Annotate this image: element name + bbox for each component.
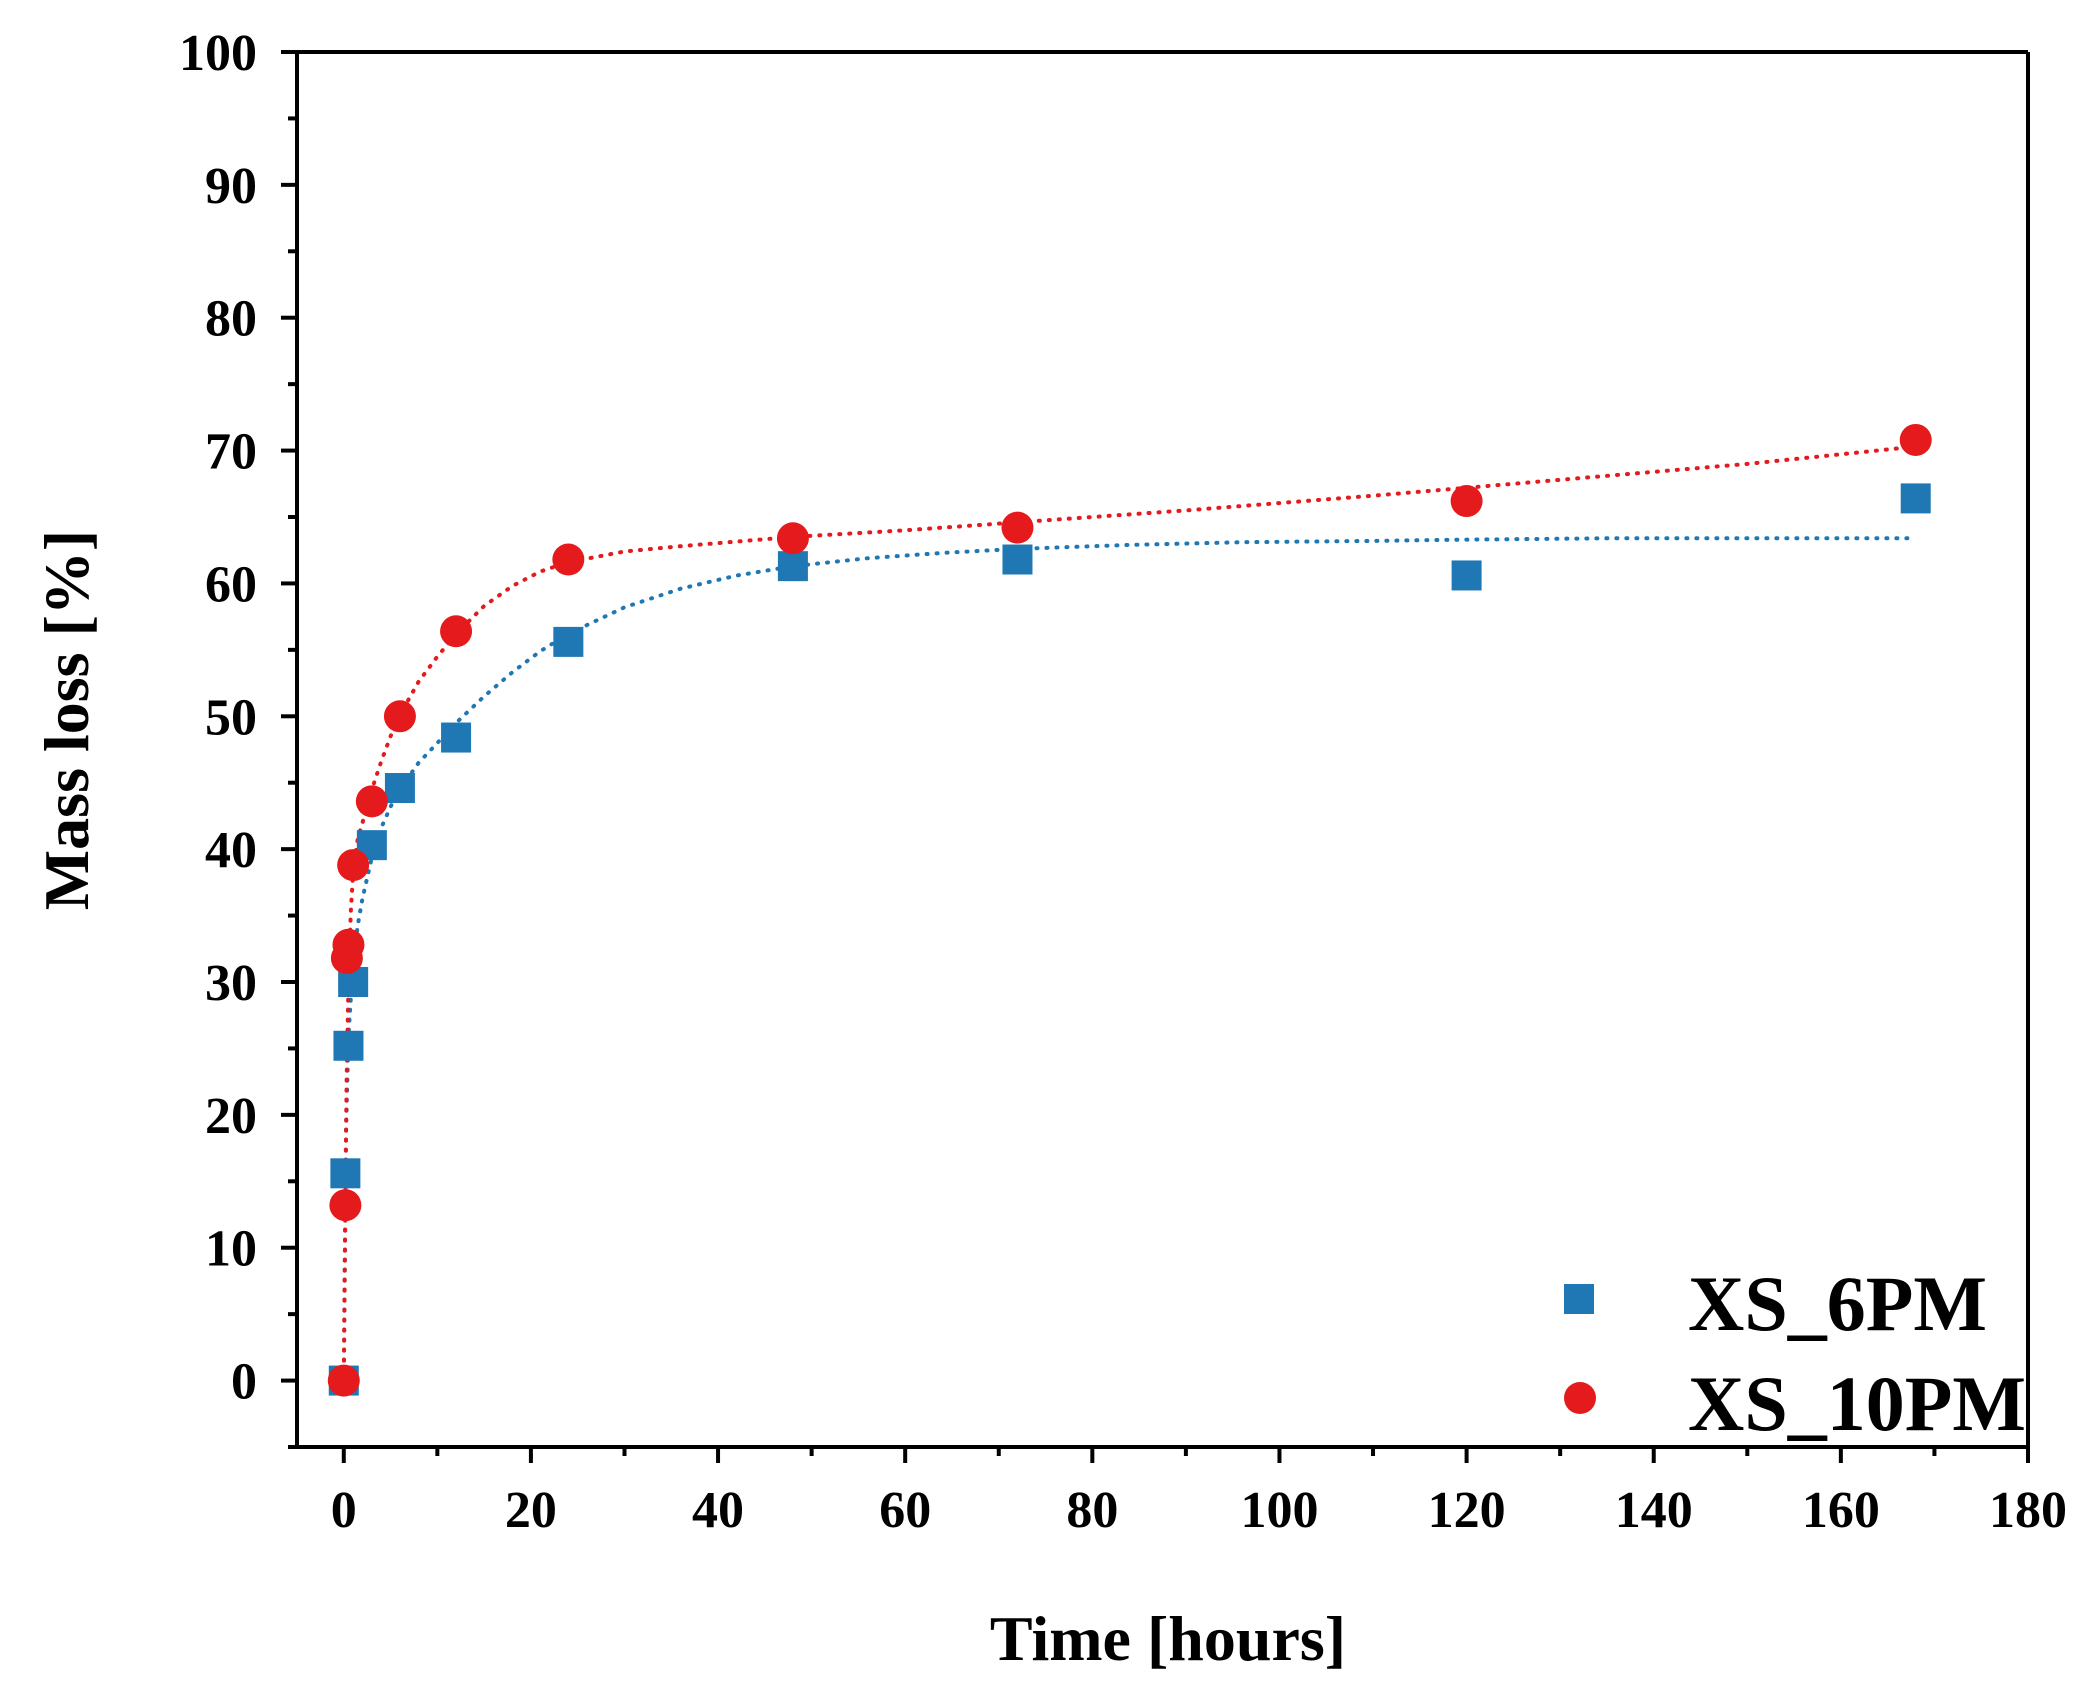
x-tick-label: 80 [1066, 1482, 1118, 1539]
y-tick-label: 20 [205, 1088, 257, 1145]
data-point-xs-6pm [1900, 483, 1931, 514]
x-tick-label: 0 [331, 1482, 357, 1539]
data-point-xs-10pm [776, 522, 809, 555]
data-point-xs-10pm [1899, 423, 1932, 456]
fit-curves [341, 444, 1918, 1383]
data-point-xs-6pm [1002, 544, 1033, 575]
y-tick-label: 30 [205, 955, 257, 1012]
x-tick-label: 120 [1428, 1482, 1506, 1539]
data-point-xs-6pm [1451, 560, 1482, 591]
legend: XS_6PM XS_10PM [1564, 1260, 2026, 1447]
y-tick-label: 0 [231, 1354, 257, 1411]
data-point-xs-6pm [777, 551, 808, 582]
data-points [327, 423, 1932, 1397]
data-point-xs-6pm [441, 722, 472, 753]
x-axis-title: Time [hours] [990, 1603, 1346, 1674]
data-point-xs-10pm [440, 615, 473, 648]
y-tick-label: 50 [205, 689, 257, 746]
data-point-xs-6pm [384, 773, 415, 804]
data-point-xs-6pm [553, 626, 584, 657]
x-tick-label: 160 [1802, 1482, 1880, 1539]
x-tick-label: 180 [1989, 1482, 2067, 1539]
legend-marker-xs-10pm [1564, 1382, 1596, 1414]
data-point-xs-6pm [330, 1158, 361, 1189]
data-point-xs-10pm [1001, 511, 1034, 544]
data-point-xs-10pm [327, 1364, 360, 1397]
data-point-xs-10pm [355, 785, 388, 818]
axes [281, 50, 2030, 1463]
legend-label-xs-10pm: XS_10PM [1688, 1360, 2026, 1447]
y-tick-label: 60 [205, 556, 257, 613]
fit-curve-xs-10pm [341, 444, 1918, 1383]
data-point-xs-6pm [333, 1030, 364, 1061]
data-point-xs-10pm [383, 700, 416, 733]
y-axis-title: Mass loss [%] [31, 530, 102, 910]
x-tick-label: 140 [1615, 1482, 1693, 1539]
tick-labels: 0 10 20 30 40 50 60 70 80 90 100 0 20 40 60 80 100 120 140… [179, 25, 2067, 1539]
fit-curve-xs-6pm [341, 536, 1918, 1383]
y-tick-label: 80 [205, 291, 257, 348]
x-tick-label: 20 [505, 1482, 557, 1539]
y-tick-label: 40 [205, 822, 257, 879]
data-point-xs-10pm [1450, 485, 1483, 518]
data-point-xs-10pm [337, 849, 370, 882]
legend-label-xs-6pm: XS_6PM [1688, 1260, 1987, 1347]
x-tick-label: 40 [692, 1482, 744, 1539]
legend-marker-xs-6pm [1564, 1284, 1594, 1314]
y-tick-label: 90 [205, 158, 257, 215]
y-tick-label: 10 [205, 1221, 257, 1278]
y-tick-label: 70 [205, 424, 257, 481]
data-point-xs-10pm [329, 1189, 362, 1222]
y-tick-label: 100 [179, 25, 257, 82]
data-point-xs-10pm [552, 543, 585, 576]
x-tick-label: 100 [1240, 1482, 1318, 1539]
x-tick-label: 60 [879, 1482, 931, 1539]
data-point-xs-10pm [332, 928, 365, 961]
